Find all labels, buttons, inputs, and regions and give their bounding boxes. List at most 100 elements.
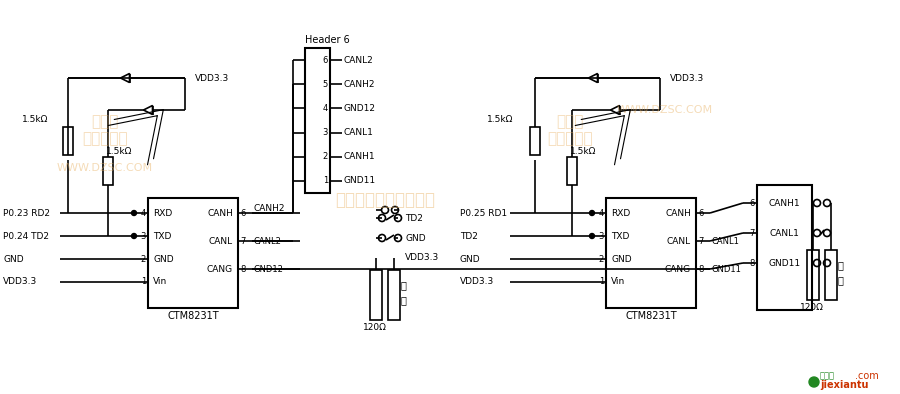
Text: 7: 7 (750, 229, 755, 238)
Text: 4: 4 (140, 208, 146, 217)
Text: 接线图: 接线图 (820, 372, 835, 381)
Text: 2: 2 (140, 255, 146, 264)
Circle shape (590, 234, 595, 238)
Text: VDD3.3: VDD3.3 (670, 74, 704, 82)
Text: 7: 7 (240, 236, 246, 245)
Text: CANG: CANG (665, 264, 691, 273)
Text: 7: 7 (698, 236, 704, 245)
Text: GND: GND (3, 255, 23, 264)
Text: 8: 8 (698, 264, 704, 273)
Text: RXD: RXD (153, 208, 172, 217)
Text: CANL: CANL (209, 236, 233, 245)
Bar (757, 185, 812, 310)
Text: VDD3.3: VDD3.3 (405, 253, 439, 262)
Bar (606, 198, 696, 308)
Text: GND11: GND11 (712, 264, 742, 273)
Text: 杭州烩睿科技有限公司: 杭州烩睿科技有限公司 (335, 191, 435, 209)
Text: CANL1: CANL1 (344, 128, 374, 137)
Circle shape (131, 210, 137, 216)
Text: 1.5kΩ: 1.5kΩ (487, 115, 513, 123)
Bar (567, 157, 577, 185)
Text: CANG: CANG (207, 264, 233, 273)
Text: TXD: TXD (153, 232, 171, 240)
Text: CANL1: CANL1 (712, 236, 740, 245)
Text: .com: .com (855, 371, 878, 381)
Text: CANH1: CANH1 (769, 199, 800, 208)
Text: VDD3.3: VDD3.3 (460, 277, 494, 286)
Bar (370, 270, 382, 320)
Text: VDD3.3: VDD3.3 (3, 277, 37, 286)
Text: CANH2: CANH2 (254, 203, 285, 212)
Text: CANH: CANH (207, 208, 233, 217)
Text: P0.23 RD2: P0.23 RD2 (3, 208, 50, 217)
Text: CANH1: CANH1 (344, 152, 375, 161)
Text: Vin: Vin (153, 277, 167, 286)
Text: TXD: TXD (611, 232, 629, 240)
Text: GND: GND (405, 234, 426, 242)
Text: jiexiantu: jiexiantu (820, 380, 868, 390)
Text: 6: 6 (698, 208, 704, 217)
Text: GND: GND (153, 255, 174, 264)
Text: 1.5kΩ: 1.5kΩ (22, 115, 48, 123)
Text: 6: 6 (750, 199, 755, 208)
Text: GND11: GND11 (769, 258, 801, 268)
Text: GND12: GND12 (254, 264, 284, 273)
Text: CTM8231T: CTM8231T (167, 311, 219, 321)
Bar (388, 270, 400, 320)
Text: P0.24 TD2: P0.24 TD2 (3, 232, 49, 240)
Text: 1: 1 (323, 177, 328, 186)
Text: CANH2: CANH2 (344, 80, 375, 89)
Text: CANL2: CANL2 (344, 56, 374, 65)
Text: 3: 3 (598, 232, 604, 240)
Text: 选: 选 (401, 295, 407, 305)
Text: 1.5kΩ: 1.5kΩ (106, 147, 132, 156)
Text: RXD: RXD (611, 208, 630, 217)
Text: GND: GND (460, 255, 481, 264)
Text: 选: 选 (838, 275, 844, 285)
Bar (305, 48, 330, 193)
Text: CANL1: CANL1 (770, 229, 799, 238)
Text: GND12: GND12 (344, 104, 376, 113)
Bar (807, 250, 819, 300)
Text: GND: GND (611, 255, 632, 264)
Text: 5: 5 (323, 80, 328, 89)
Bar (103, 157, 113, 185)
Text: 2: 2 (323, 152, 328, 161)
Bar (148, 198, 238, 308)
Text: 6: 6 (240, 208, 246, 217)
Circle shape (590, 210, 595, 216)
Text: 3: 3 (322, 128, 328, 137)
Text: Vin: Vin (611, 277, 625, 286)
Text: 半导体
电子市场网: 半导体 电子市场网 (547, 114, 593, 146)
Text: WWW.DZSC.COM: WWW.DZSC.COM (57, 163, 153, 173)
Text: WWW.DZSC.COM: WWW.DZSC.COM (616, 105, 713, 115)
Bar (530, 127, 540, 155)
Circle shape (809, 377, 819, 387)
Text: 3: 3 (140, 232, 146, 240)
Text: 8: 8 (240, 264, 246, 273)
Text: GND11: GND11 (344, 177, 376, 186)
Text: 8: 8 (750, 258, 755, 268)
Text: 2: 2 (598, 255, 604, 264)
Text: CANL: CANL (667, 236, 691, 245)
Text: 120Ω: 120Ω (363, 323, 387, 333)
Circle shape (131, 234, 137, 238)
Text: CTM8231T: CTM8231T (626, 311, 677, 321)
Text: CANL2: CANL2 (254, 236, 282, 245)
Text: 1: 1 (140, 277, 146, 286)
Text: 4: 4 (323, 104, 328, 113)
Text: Header 6: Header 6 (305, 35, 350, 45)
Text: TD2: TD2 (460, 232, 478, 240)
Text: 120Ω: 120Ω (800, 303, 824, 312)
Text: P0.25 RD1: P0.25 RD1 (460, 208, 507, 217)
Text: 4: 4 (598, 208, 604, 217)
Text: 可: 可 (838, 260, 844, 270)
Text: 1.5kΩ: 1.5kΩ (570, 147, 597, 156)
Text: TD2: TD2 (405, 214, 423, 223)
Bar (825, 250, 837, 300)
Text: 可: 可 (401, 280, 407, 290)
Text: 6: 6 (322, 56, 328, 65)
Text: VDD3.3: VDD3.3 (195, 74, 230, 82)
Text: 半导体
电子市场网: 半导体 电子市场网 (82, 114, 128, 146)
Text: 1: 1 (598, 277, 604, 286)
